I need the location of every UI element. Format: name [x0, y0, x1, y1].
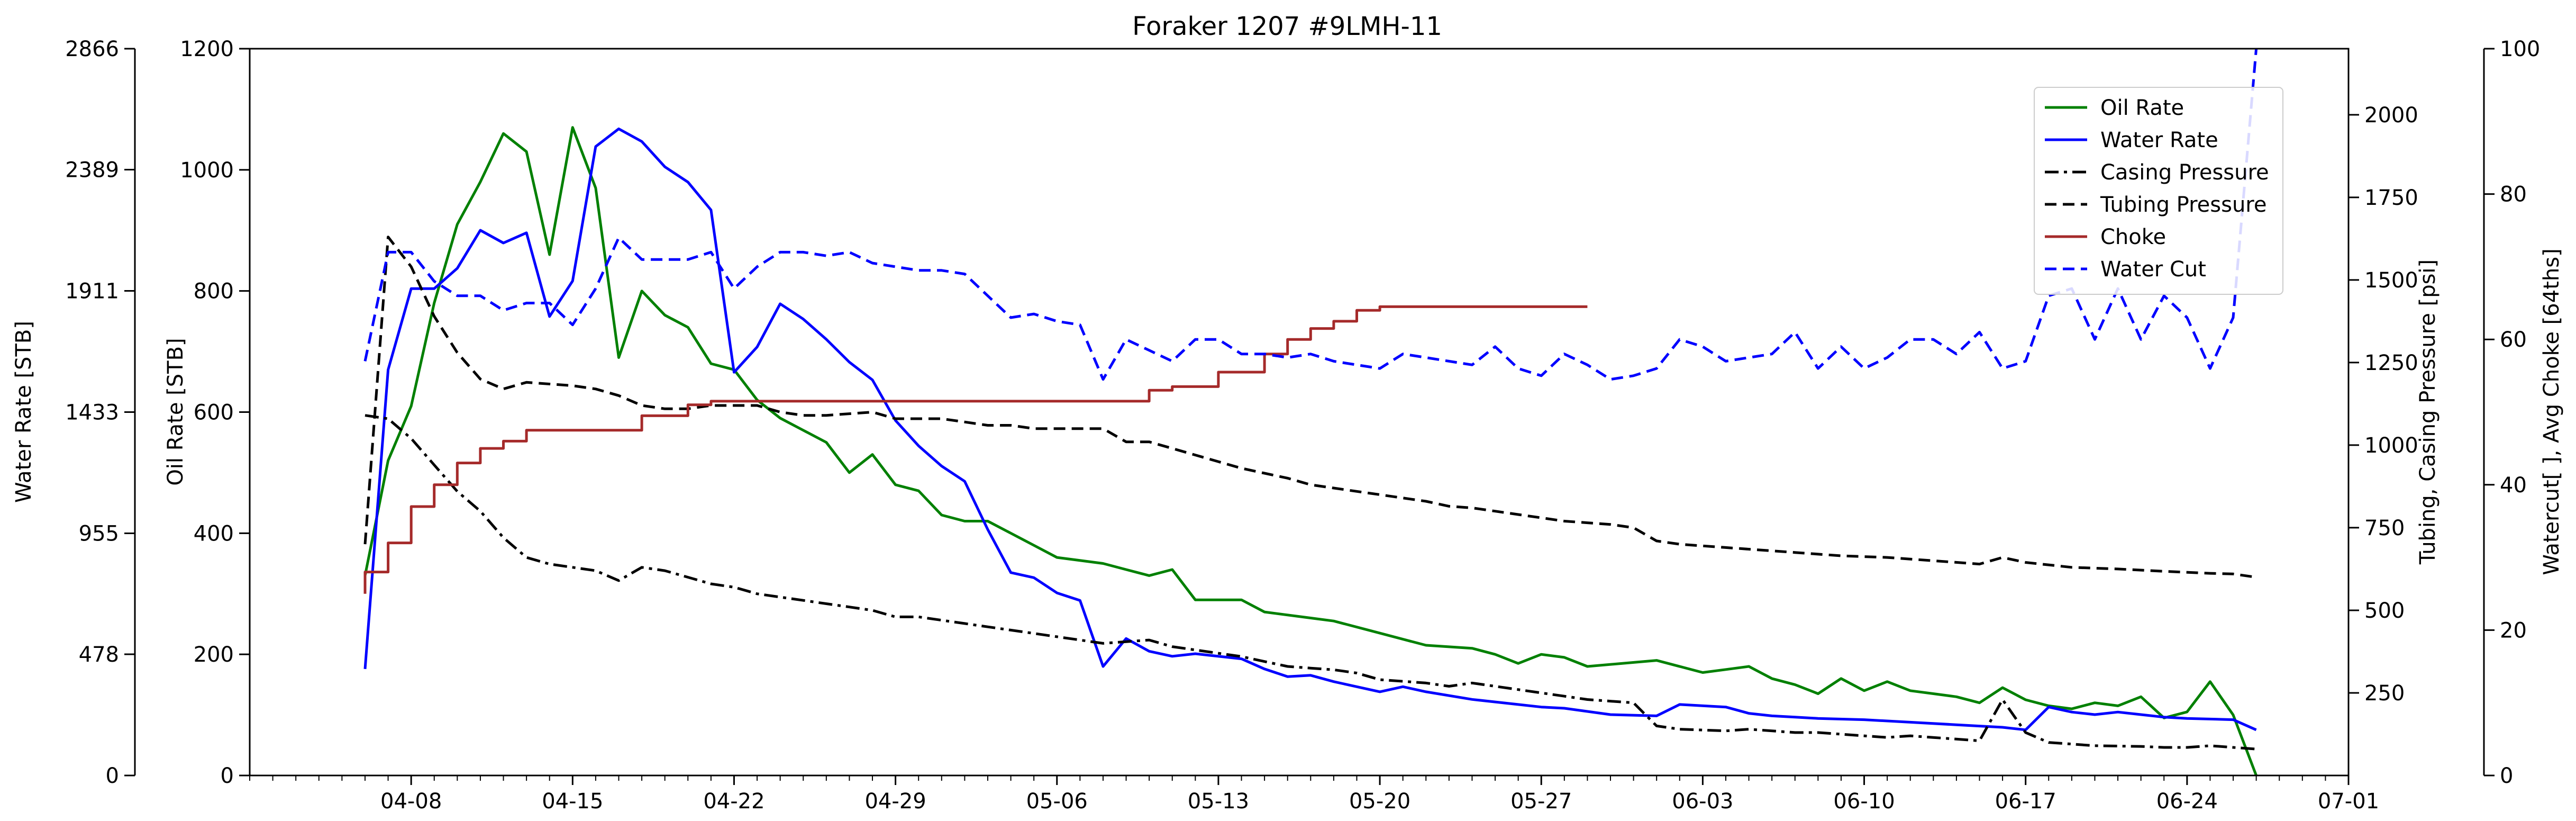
tubing-pressure-series-line — [363, 236, 2256, 579]
water-cut-series-line — [363, 49, 2258, 381]
x-tick-label: 05-06 — [1026, 789, 1088, 814]
legend-entry: Tubing Pressure — [2100, 193, 2266, 217]
x-tick-label: 06-03 — [1672, 789, 1733, 814]
pressure-tick-label: 1500 — [2364, 268, 2418, 293]
x-tick-label: 05-20 — [1349, 789, 1410, 814]
legend-entry: Water Rate — [2100, 128, 2218, 152]
pressure-tick-label: 750 — [2364, 516, 2405, 540]
x-tick-label: 06-10 — [1833, 789, 1895, 814]
pressure-tick-label: 1000 — [2364, 434, 2418, 458]
x-tick-label: 04-22 — [703, 789, 764, 814]
x-tick-label: 04-29 — [864, 789, 926, 814]
watercut-axis-title: Watercut[ ], Avg Choke [64ths] — [2539, 248, 2564, 575]
pressure-tick-label: 500 — [2364, 599, 2405, 623]
oil-rate-tick-label: 800 — [194, 279, 234, 304]
watercut-tick-label: 80 — [2500, 183, 2527, 207]
oil-rate-tick-label: 1000 — [180, 158, 234, 183]
water-rate-tick-label: 478 — [79, 643, 119, 667]
water-rate-series-line — [363, 127, 2257, 732]
oil-rate-series-line — [363, 126, 2258, 775]
pressure-tick-label: 250 — [2364, 681, 2405, 706]
pressure-axis: 250 500 750 1000 1250 1500 1750 2000 Tubing, Ca… — [2349, 103, 2440, 706]
water-rate-tick-label: 2389 — [65, 158, 119, 183]
water-rate-tick-label: 955 — [79, 521, 119, 546]
watercut-tick-label: 100 — [2500, 37, 2540, 61]
water-rate-tick-label: 1911 — [65, 279, 119, 304]
water-rate-tick-label: 0 — [106, 764, 119, 788]
plot-frame — [249, 48, 2350, 777]
pressure-tick-label: 1750 — [2364, 186, 2418, 210]
x-tick-label: 05-13 — [1188, 789, 1249, 814]
water-rate-tick-label: 2866 — [65, 37, 119, 61]
oil-rate-tick-label: 400 — [194, 521, 234, 546]
x-axis: 04-08 04-15 04-22 04-29 05-06 05-13 05-20 05-27… — [249, 775, 2379, 814]
oil-rate-axis-title: Oil Rate [STB] — [163, 338, 188, 485]
x-tick-label: 05-27 — [1510, 789, 1572, 814]
water-rate-axis: 0 478 955 1433 1911 2389 2866 Water Rate [STB] — [12, 37, 136, 788]
chart-title: Foraker 1207 #9LMH-11 — [1132, 12, 1442, 41]
legend: Oil Rate Water Rate Casing Pressure Tubing … — [2034, 87, 2283, 295]
oil-rate-tick-label: 1200 — [180, 37, 234, 61]
x-tick-label: 07-01 — [2318, 789, 2379, 814]
watercut-tick-label: 40 — [2500, 473, 2527, 498]
legend-box — [2034, 87, 2283, 295]
pressure-tick-label: 1250 — [2364, 351, 2418, 375]
casing-pressure-series-line — [365, 414, 2256, 751]
choke-series-line — [363, 305, 1588, 594]
oil-rate-axis: 0 200 400 600 800 1000 1200 Oil Rate [STB] — [163, 37, 250, 788]
oil-rate-tick-label: 200 — [194, 643, 234, 667]
x-tick-label: 04-08 — [380, 789, 442, 814]
oil-rate-tick-label: 600 — [194, 401, 234, 425]
watercut-tick-label: 0 — [2500, 764, 2513, 788]
legend-entry: Oil Rate — [2100, 96, 2184, 120]
x-tick-label: 06-17 — [1995, 789, 2056, 814]
watercut-tick-label: 60 — [2500, 328, 2527, 352]
watercut-axis: 0 20 40 60 80 100 Watercut[ ], Avg Choke [64t… — [2483, 37, 2564, 788]
legend-entry: Choke — [2100, 225, 2166, 249]
watercut-tick-label: 20 — [2500, 618, 2527, 643]
pressure-tick-label: 2000 — [2364, 103, 2418, 128]
oil-rate-tick-label: 0 — [221, 764, 234, 788]
x-tick-label: 04-15 — [542, 789, 603, 814]
water-rate-axis-title: Water Rate [STB] — [12, 321, 36, 503]
legend-entry: Water Cut — [2100, 257, 2206, 282]
series-layer — [363, 49, 2258, 775]
legend-entry: Casing Pressure — [2100, 160, 2269, 185]
pressure-axis-title: Tubing, Casing Pressure [psi] — [2416, 259, 2440, 565]
x-tick-label: 06-24 — [2156, 789, 2218, 814]
water-rate-tick-label: 1433 — [65, 401, 119, 425]
